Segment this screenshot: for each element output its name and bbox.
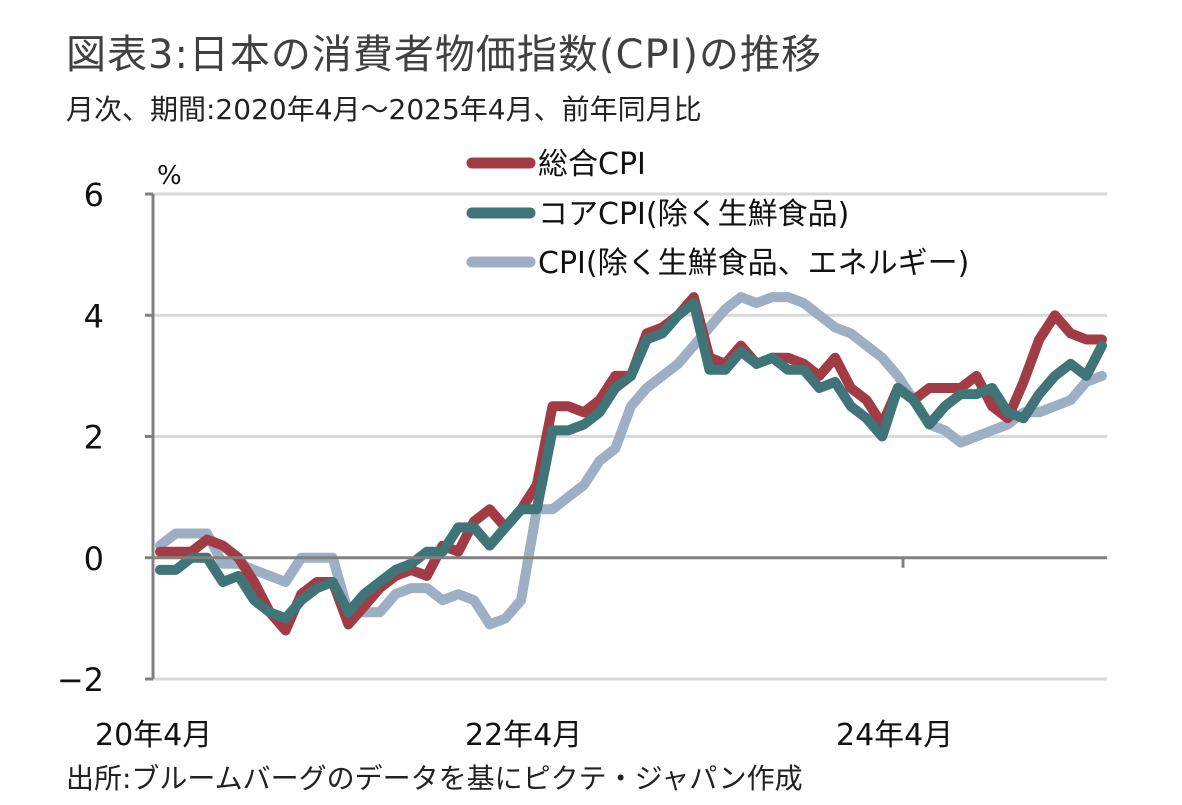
x-tick-label: 20年4月 — [95, 718, 212, 753]
legend: 総合CPI コアCPI(除く生鮮食品) CPI(除く生鮮食品、エネルギー) — [466, 147, 969, 281]
series-line-core_core — [155, 292, 1107, 630]
legend-label: 総合CPI — [538, 147, 646, 182]
source-note: 出所:ブルームバーグのデータを基にピクテ・ジャパン作成 — [66, 762, 803, 795]
axes — [145, 192, 1107, 681]
legend-label: CPI(除く生鮮食品、エネルギー) — [538, 246, 969, 281]
legend-label: コアCPI(除く生鮮食品) — [538, 197, 849, 232]
y-tick-label: 6 — [84, 176, 104, 214]
y-tick-label: −2 — [57, 661, 104, 699]
chart-subtitle: 月次、期間:2020年4月～2025年4月、前年同月比 — [66, 93, 702, 126]
y-tick-label: 2 — [84, 419, 104, 457]
series-line-headline — [155, 292, 1107, 636]
x-tick-label: 24年4月 — [836, 718, 953, 753]
y-axis-unit-label: % — [157, 161, 182, 191]
x-tick-label: 22年4月 — [465, 718, 582, 753]
y-tick-label: 4 — [84, 297, 104, 335]
series-lines — [155, 292, 1107, 636]
y-tick-label: 0 — [84, 540, 104, 578]
axis-labels: 6 4 2 0 −2 20年4月 22年4月 24年4月 — [57, 176, 953, 753]
chart-title: 図表3:日本の消費者物価指数(CPI)の推移 — [66, 32, 822, 78]
series-line-core — [155, 298, 1107, 624]
